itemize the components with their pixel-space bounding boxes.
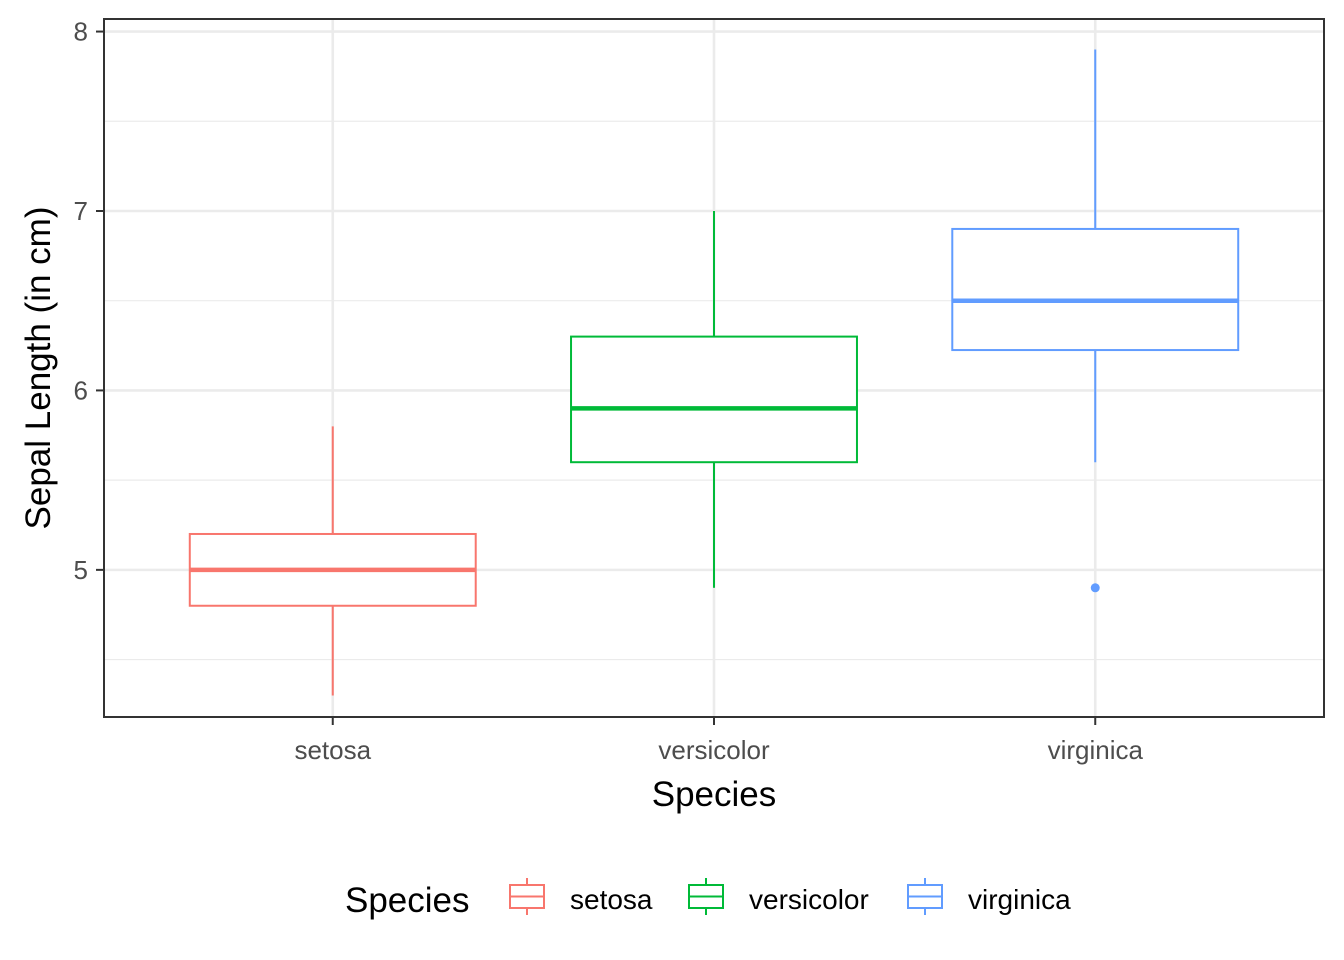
y-tick-label: 7 (74, 196, 88, 226)
legend-label: setosa (570, 884, 653, 915)
iqr-box (951, 227, 1240, 352)
iqr-box (570, 335, 858, 464)
legend-item-versicolor: versicolor (688, 878, 869, 915)
legend-item-virginica: virginica (907, 878, 1071, 915)
box-setosa (188, 426, 477, 696)
legend-title: Species (345, 881, 470, 920)
box-versicolor (570, 210, 858, 588)
axes: 5 6 7 8 setosa versicolor virginica (74, 17, 1144, 765)
boxes (188, 49, 1240, 696)
y-axis-title: Sepal Length (in cm) (19, 207, 58, 530)
legend-item-setosa: setosa (509, 878, 653, 915)
outlier-point (1090, 583, 1100, 593)
x-tick-label: versicolor (658, 735, 770, 765)
x-tick-label: setosa (294, 735, 371, 765)
box-virginica (951, 49, 1240, 593)
legend: Species setosa versicolor virginica (345, 878, 1071, 920)
legend-label: versicolor (749, 884, 869, 915)
legend-label: virginica (968, 884, 1071, 915)
y-tick-label: 8 (74, 17, 88, 47)
y-tick-label: 5 (74, 555, 88, 585)
x-axis-title: Species (652, 775, 777, 814)
x-tick-label: virginica (1048, 735, 1144, 765)
y-tick-label: 6 (74, 375, 88, 405)
